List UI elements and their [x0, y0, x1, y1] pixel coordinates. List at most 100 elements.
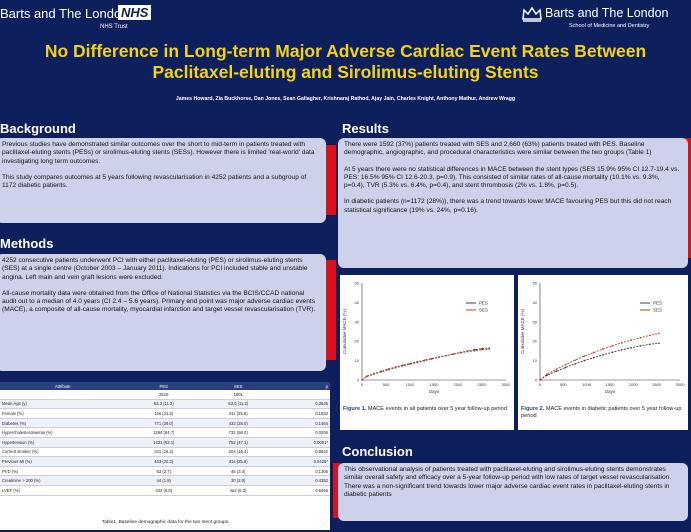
- header-right-logo: Barts and The London School of Medicine …: [521, 2, 691, 36]
- table-caption: Table1. Baseline demographic data for th…: [101, 520, 229, 525]
- y-tick-label: 20: [355, 339, 360, 344]
- table-cell: 411 (25.6): [202, 408, 275, 419]
- y-tick-label: 10: [355, 358, 360, 363]
- x-tick-label: 0: [539, 382, 542, 387]
- data-point-ses: [555, 368, 558, 371]
- data-point-ses: [611, 345, 614, 347]
- results-heading: Results: [342, 121, 389, 136]
- table-cell: 341 (16.2): [125, 447, 203, 458]
- data-point-ses: [620, 342, 623, 344]
- data-point-ses: [466, 350, 469, 353]
- table-header-row: Attribute PES SES p: [0, 382, 330, 390]
- data-point-ses: [387, 368, 390, 371]
- school-name: School of Medicine and Dentistry: [569, 23, 650, 29]
- data-point-ses: [564, 363, 567, 366]
- table-row: Previous MI (%) 443 (20.2) 41s (25.6) 0.042…: [0, 456, 330, 467]
- x-tick-label: 1500: [430, 382, 440, 387]
- x-axis-label: Days: [429, 389, 440, 394]
- table-cell: 63.0 (11.2): [202, 399, 275, 410]
- table-header-cell: SES: [202, 382, 275, 390]
- left-org-name: Barts and The London: [0, 6, 129, 21]
- results-paragraph-2: At 5 years there were no statistical dif…: [344, 165, 680, 190]
- data-point-ses: [430, 358, 433, 360]
- data-point-ses: [583, 355, 586, 357]
- table-cell: 1264 (64.7): [125, 427, 203, 438]
- table-row: Hypertension (%) 1431 (63.1) 752 (47.1) 0.0…: [0, 437, 330, 448]
- title-line-2: Paclitaxel-eluting and Sirolimus-eluting…: [152, 62, 539, 82]
- series-line-ses: [361, 348, 490, 381]
- methods-heading: Methods: [0, 236, 54, 251]
- data-point-ses: [648, 334, 651, 337]
- x-tick-label: 1000: [582, 382, 592, 387]
- x-axis-label: Days: [605, 389, 616, 394]
- table-cell: sa2 (6.3): [202, 485, 275, 496]
- table-cell: Female (%): [0, 408, 126, 419]
- data-point-ses: [658, 332, 660, 335]
- data-point-pes: [583, 359, 586, 362]
- y-tick-label: 0: [535, 378, 538, 383]
- data-point-ses: [402, 365, 404, 367]
- y-tick-label: 20: [533, 339, 538, 344]
- y-tick-label: 30: [533, 319, 538, 324]
- figure-1-panel: 0 10 20 30 40 50 0 500 1000 1500 2000 2500 3000 Days C…: [340, 275, 514, 430]
- x-tick-label: 0: [361, 382, 364, 387]
- data-point-ses: [373, 373, 375, 375]
- data-point-ses: [409, 363, 411, 365]
- background-box: Previous studies have demonstrated simil…: [0, 138, 326, 223]
- legend-label-pes: PES: [653, 301, 662, 306]
- table-cell: [274, 390, 330, 400]
- data-point-ses: [539, 379, 541, 381]
- figure-1-text: MACE events in all patients over 5 year …: [366, 406, 507, 412]
- table-cell: 0.4352: [274, 475, 330, 486]
- figure-1-caption: Figure 1. MACE events in all patients ov…: [343, 406, 511, 413]
- figure-2-caption: Figure 2. MACE events in diabetic patien…: [521, 406, 685, 420]
- table-cell: 0.1464: [274, 418, 330, 429]
- legend-label-pes: PES: [479, 301, 488, 306]
- background-paragraph-2: This study compares outcomes at 5 years …: [2, 173, 307, 190]
- background-heading: Background: [0, 121, 76, 136]
- authors-line: James Howard, Zia Buckhorse, Dan Jones, …: [175, 96, 516, 102]
- x-tick-label: 500: [383, 382, 390, 387]
- results-paragraph-3: In diabetic patients (n=1172 (28%)), the…: [344, 198, 672, 214]
- data-point-ses: [459, 352, 462, 354]
- data-point-pes: [630, 346, 632, 349]
- table-row: LVEF (%) 443 (6.8) sa2 (6.3) 0.6465: [0, 485, 330, 496]
- table-cell: [0, 390, 126, 400]
- x-tick-label: 1000: [406, 382, 416, 387]
- conclusion-paragraph: This observational analysis of patients …: [344, 466, 672, 498]
- data-point-ses: [423, 359, 426, 362]
- table-cell: 63.3 (11.2): [125, 399, 203, 410]
- table-header-cell: p: [274, 382, 330, 390]
- methods-paragraph-2: All-cause mortality data were obtained f…: [2, 289, 316, 314]
- figure-2-label: Figure 2.: [521, 406, 545, 412]
- x-tick-label: 2000: [629, 382, 639, 387]
- table-cell: 0.1553: [274, 408, 330, 419]
- data-point-ses: [445, 354, 447, 357]
- x-tick-label: 3000: [502, 382, 512, 387]
- data-point-ses: [452, 353, 454, 355]
- table-cell: 432 (28.0): [202, 418, 275, 429]
- table-cell: Creatinine > 200 (%): [0, 475, 126, 486]
- table-cell: 0.8542: [274, 447, 330, 458]
- data-point-ses: [488, 348, 490, 350]
- y-tick-label: 10: [533, 358, 538, 363]
- data-point-pes: [620, 349, 623, 351]
- data-point-pes: [611, 351, 614, 354]
- table-row: Hypercholesterolaemia (%) 1264 (64.7) 732 …: [0, 427, 330, 438]
- legend-label-ses: SES: [479, 308, 488, 313]
- data-point-ses: [366, 375, 368, 378]
- legend-label-ses: SES: [653, 308, 662, 313]
- data-point-pes: [481, 347, 483, 350]
- table-cell: Hypercholesterolaemia (%): [0, 427, 126, 438]
- data-point-pes: [555, 370, 558, 373]
- data-point-ses: [361, 379, 363, 381]
- data-point-ses: [639, 336, 642, 339]
- table-cell: 0.0001*: [274, 437, 330, 448]
- table-header-cell: PES: [125, 382, 203, 390]
- table-cell: 0.3545: [274, 399, 330, 410]
- data-point-ses: [602, 348, 604, 350]
- table-cell: 0.0425*: [274, 456, 330, 467]
- data-point-pes: [564, 366, 567, 369]
- data-point-ses: [592, 351, 595, 354]
